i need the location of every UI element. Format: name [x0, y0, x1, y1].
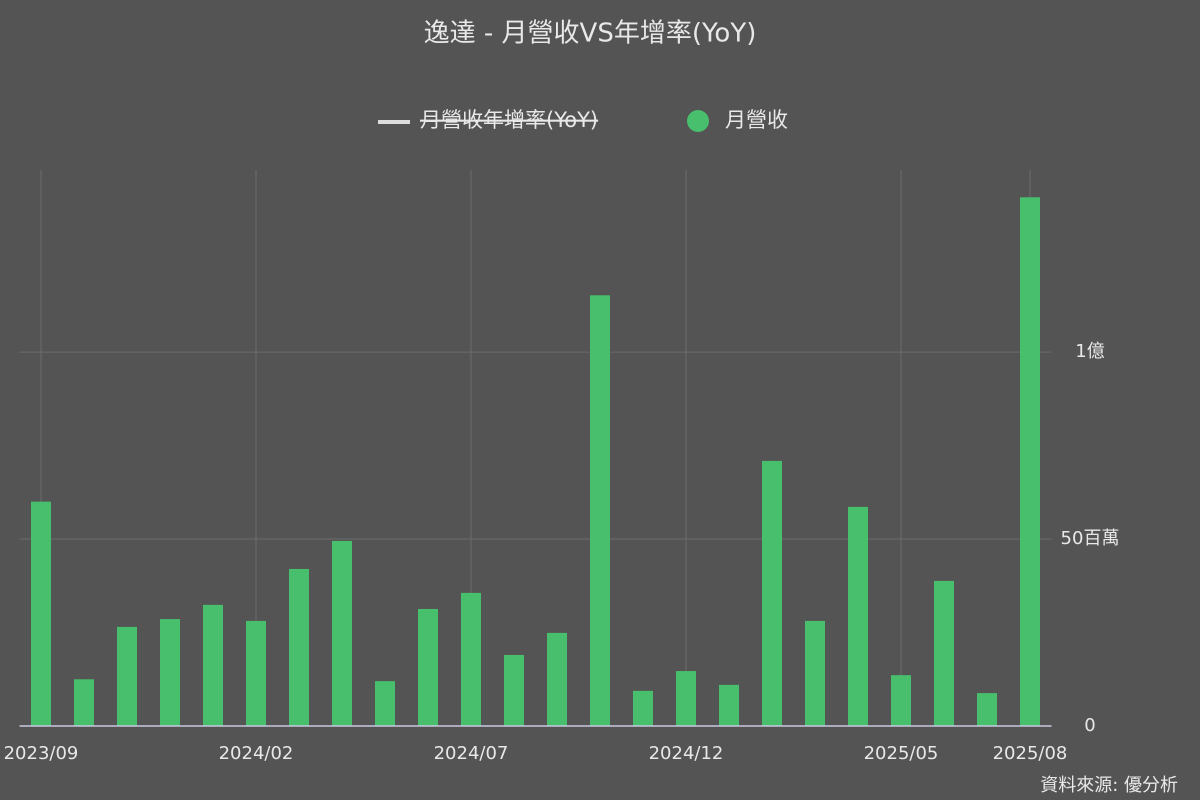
y-tick-label: 1億 — [1075, 341, 1104, 362]
legend-marker — [687, 110, 709, 132]
bar — [203, 604, 223, 726]
x-tick-label: 2024/07 — [434, 743, 509, 764]
x-tick-label: 2025/08 — [993, 743, 1068, 764]
bar — [934, 580, 954, 726]
bar — [117, 626, 137, 726]
bar — [633, 690, 653, 726]
bar — [504, 654, 524, 726]
bar — [461, 592, 481, 726]
bar — [848, 506, 868, 726]
bar — [31, 501, 51, 726]
bar — [719, 684, 739, 726]
y-tick-label: 50百萬 — [1061, 528, 1120, 549]
legend-label: 月營收 — [725, 108, 788, 132]
bar — [891, 675, 911, 726]
bar — [74, 679, 94, 726]
bar — [977, 693, 997, 726]
chart-title: 逸達 - 月營收VS年增率(YoY) — [424, 19, 757, 49]
bar — [1020, 197, 1040, 726]
x-tick-label: 2025/05 — [864, 743, 939, 764]
bar — [762, 460, 782, 726]
x-tick-label: 2024/02 — [219, 743, 294, 764]
bar — [418, 608, 438, 726]
bar — [547, 632, 567, 726]
bar — [289, 568, 309, 726]
bar — [375, 681, 395, 726]
bar — [590, 295, 610, 726]
bar — [332, 540, 352, 726]
x-tick-label: 2024/12 — [649, 743, 724, 764]
legend-label: 月營收年增率(YoY) — [420, 108, 598, 132]
x-tick-label: 2023/09 — [4, 743, 79, 764]
bar — [676, 671, 696, 726]
bar — [805, 620, 825, 726]
bar — [160, 619, 180, 726]
source-note: 資料來源: 優分析 — [1040, 775, 1178, 796]
bar — [246, 620, 266, 726]
y-tick-label: 0 — [1084, 715, 1095, 736]
